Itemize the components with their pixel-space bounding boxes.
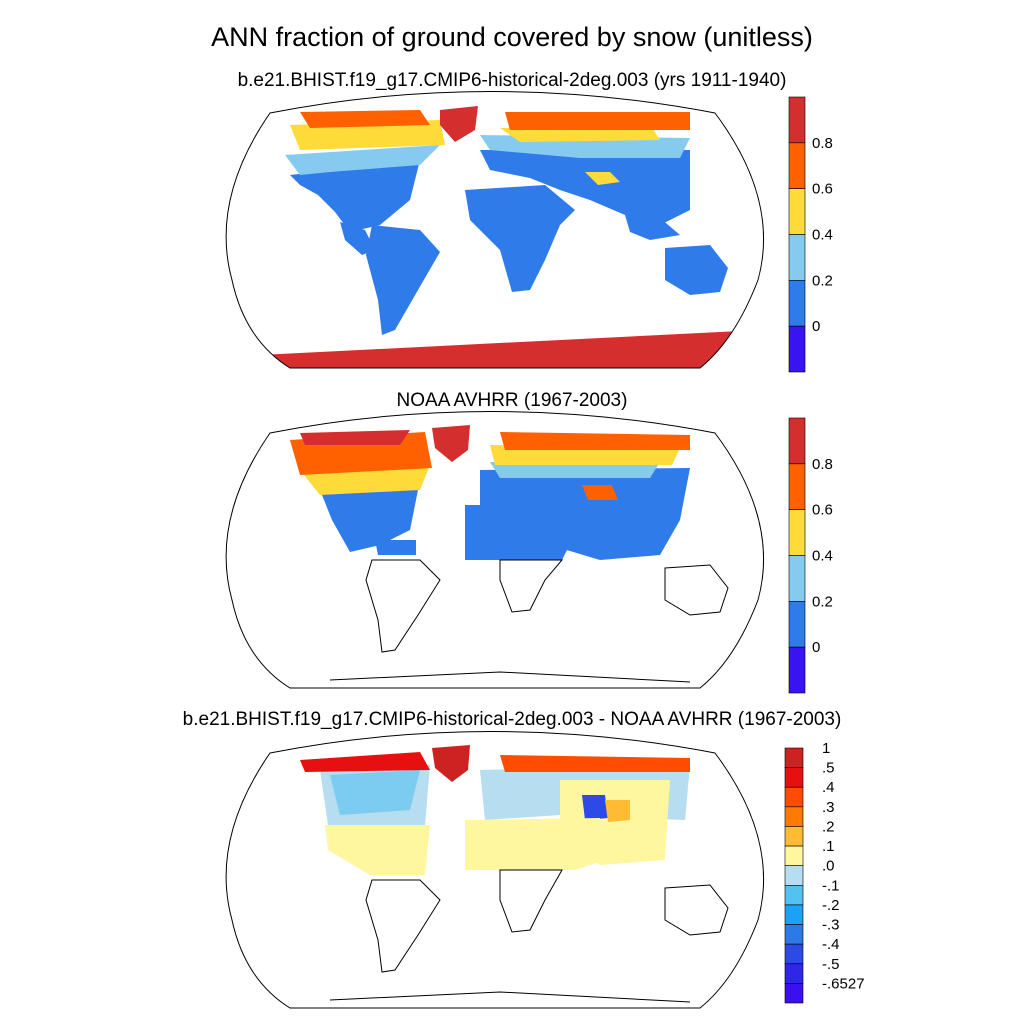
- colorbar-label: 0.8: [812, 456, 833, 473]
- obs-central-america: [375, 540, 416, 555]
- diff-greenland: [432, 745, 470, 782]
- colorbar-swatch: [784, 924, 804, 945]
- obs-antarctica-outline: [329, 671, 691, 683]
- panel-model-subtitle: b.e21.BHIST.f19_g17.CMIP6-historical-2de…: [237, 70, 787, 91]
- diff-africa-south-outline: [499, 869, 563, 933]
- model-north-america-blue: [290, 160, 420, 232]
- colorbar-label: .2: [822, 818, 835, 835]
- model-eurasia-blue: [480, 150, 690, 225]
- colorbar-swatch: [784, 885, 804, 906]
- diff-antarctica-outline: [329, 991, 691, 1003]
- colorbar-swatch: [788, 601, 806, 648]
- diff-central-america-yellow: [325, 825, 430, 875]
- colorbar-swatch: [788, 280, 806, 327]
- colorbar-label: -.4: [822, 936, 840, 953]
- colorbar-swatch: [784, 806, 804, 827]
- colorbar-swatch: [784, 865, 804, 886]
- colorbar-swatch: [784, 845, 804, 866]
- colorbar-swatch: [788, 142, 806, 189]
- colorbar-swatch: [788, 417, 806, 465]
- colorbar-swatch: [788, 325, 806, 373]
- colorbar-swatch: [784, 767, 804, 788]
- model-eurasia-orange: [505, 112, 690, 130]
- model-north-america-light: [285, 145, 440, 175]
- model-map-border: [225, 91, 764, 369]
- map-panel-obs: [225, 411, 764, 689]
- colorbar-label: .1: [822, 838, 835, 855]
- colorbar-swatch: [788, 188, 806, 235]
- colorbar-label: -.6527: [822, 975, 865, 992]
- diff-eurasia-red-edge: [500, 755, 690, 772]
- diff-south-america-outline: [365, 879, 441, 973]
- obs-africa-north: [465, 505, 572, 560]
- colorbar-swatch: [788, 509, 806, 556]
- colorbar-label: -.3: [822, 917, 840, 934]
- map-panel-model: [225, 91, 764, 369]
- model-se-asia: [625, 215, 680, 240]
- model-antarctica: [260, 330, 760, 368]
- colorbar-swatch: [784, 904, 804, 925]
- colorbar-label: 0.2: [812, 272, 833, 289]
- model-africa: [465, 185, 575, 292]
- diff-africa-yellow: [465, 818, 605, 870]
- model-tibet-yellow: [585, 172, 620, 185]
- diff-australia-outline: [664, 884, 729, 936]
- model-australia: [665, 245, 728, 295]
- colorbar-swatch: [784, 786, 804, 808]
- colorbar-label: 0.4: [812, 227, 833, 244]
- colorbar-swatch: [788, 646, 806, 694]
- obs-greenland: [432, 425, 470, 462]
- figure-title: ANN fraction of ground covered by snow (…: [211, 22, 813, 52]
- diff-tibet-blue: [582, 795, 608, 820]
- diff-tibet-orange: [605, 800, 630, 822]
- colorbar-diff: 1 .5 .4 .3 .2 .1 .0 -.1 -.2 -.3 -.4 -.5 -.6527: [784, 740, 865, 1004]
- model-north-america-orange: [300, 110, 430, 128]
- diff-north-america-blue: [330, 770, 420, 815]
- obs-eurasia-orange: [500, 432, 690, 450]
- diff-north-america-red-edge: [300, 752, 430, 772]
- colorbar-label: 0.6: [812, 181, 833, 198]
- obs-south-america-outline: [365, 559, 441, 653]
- colorbar-label: 0.6: [812, 502, 833, 519]
- colorbar-swatch: [788, 463, 806, 510]
- colorbar-swatch: [784, 826, 804, 847]
- colorbar-label: .5: [822, 760, 835, 777]
- colorbar-label: .0: [822, 858, 835, 875]
- panel-diff-subtitle: b.e21.BHIST.f19_g17.CMIP6-historical-2de…: [182, 709, 842, 730]
- obs-map-border: [225, 411, 764, 689]
- colorbar-label: -.1: [822, 877, 840, 894]
- colorbar-model: 0.8 0.6 0.4 0.2 0: [788, 96, 833, 373]
- colorbar-swatch: [788, 96, 806, 144]
- colorbar-swatch: [788, 234, 806, 281]
- colorbar-swatch: [784, 747, 804, 768]
- diff-map-border: [225, 731, 764, 1009]
- obs-eurasia-light: [490, 462, 660, 478]
- model-central-america: [340, 222, 375, 255]
- colorbar-obs: 0.8 0.6 0.4 0.2 0: [788, 417, 833, 694]
- colorbar-label: 0: [812, 318, 820, 335]
- colorbar-label: 1: [822, 740, 830, 757]
- colorbar-swatch: [784, 943, 804, 965]
- map-panel-diff: [225, 731, 764, 1009]
- colorbar-label: -.2: [822, 897, 840, 914]
- model-greenland: [440, 106, 478, 142]
- colorbar-swatch: [788, 555, 806, 602]
- colorbar-label: 0: [812, 639, 820, 656]
- colorbar-label: .4: [822, 779, 835, 796]
- obs-north-america-red: [300, 430, 410, 445]
- colorbar-label: 0.4: [812, 548, 833, 565]
- colorbar-label: 0.8: [812, 135, 833, 152]
- colorbar-swatch: [784, 983, 804, 1004]
- colorbar-swatch: [784, 963, 804, 984]
- model-south-america: [366, 225, 440, 335]
- obs-africa-south-outline: [499, 559, 564, 613]
- obs-north-america-blue: [320, 480, 420, 552]
- colorbar-label: 0.2: [812, 593, 833, 610]
- panel-obs-subtitle: NOAA AVHRR (1967-2003): [396, 390, 628, 411]
- colorbar-label: -.5: [822, 956, 840, 973]
- colorbar-label: .3: [822, 799, 835, 816]
- obs-tibet-orange: [582, 485, 618, 500]
- obs-australia-outline: [664, 564, 729, 616]
